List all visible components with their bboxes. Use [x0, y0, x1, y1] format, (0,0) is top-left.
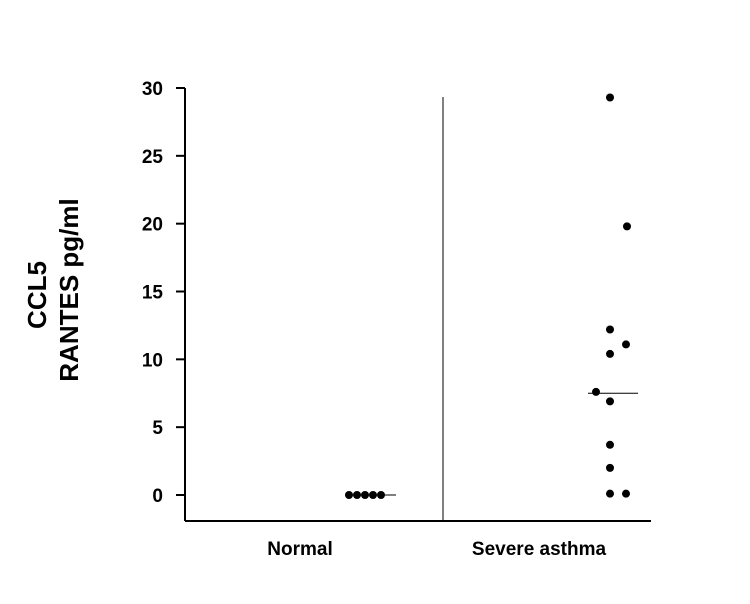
- data-point: [606, 93, 614, 102]
- median-lines: [345, 392, 638, 496]
- y-tick-label: 10: [142, 350, 163, 371]
- y-axis-title-line-1: CCL5: [22, 261, 52, 329]
- data-point: [606, 489, 614, 498]
- x-axis-category-labels: Normal Severe asthma: [267, 539, 606, 560]
- data-point: [622, 340, 630, 349]
- y-tick-label: 0: [152, 486, 163, 507]
- y-tick-label: 15: [142, 283, 164, 304]
- data-point: [622, 489, 630, 498]
- y-tick-label: 5: [152, 418, 163, 439]
- y-tick-label: 20: [142, 215, 163, 236]
- data-point: [592, 387, 600, 396]
- data-point: [606, 349, 614, 358]
- y-axis-title: CCL5 RANTES pg/ml: [22, 198, 84, 381]
- x-category-label: Severe asthma: [472, 539, 607, 560]
- data-point: [606, 440, 614, 449]
- y-tick-label: 30: [142, 79, 163, 100]
- y-axis-title-line-2: RANTES pg/ml: [54, 198, 84, 381]
- y-axis-ticks: 0 5 10 15 20 25 30: [142, 79, 185, 507]
- x-category-label: Normal: [267, 539, 332, 560]
- data-points: [345, 93, 631, 499]
- data-point: [606, 463, 614, 472]
- data-point: [606, 397, 614, 406]
- data-point: [606, 325, 614, 334]
- y-tick-label: 25: [142, 147, 164, 168]
- data-point: [623, 222, 631, 231]
